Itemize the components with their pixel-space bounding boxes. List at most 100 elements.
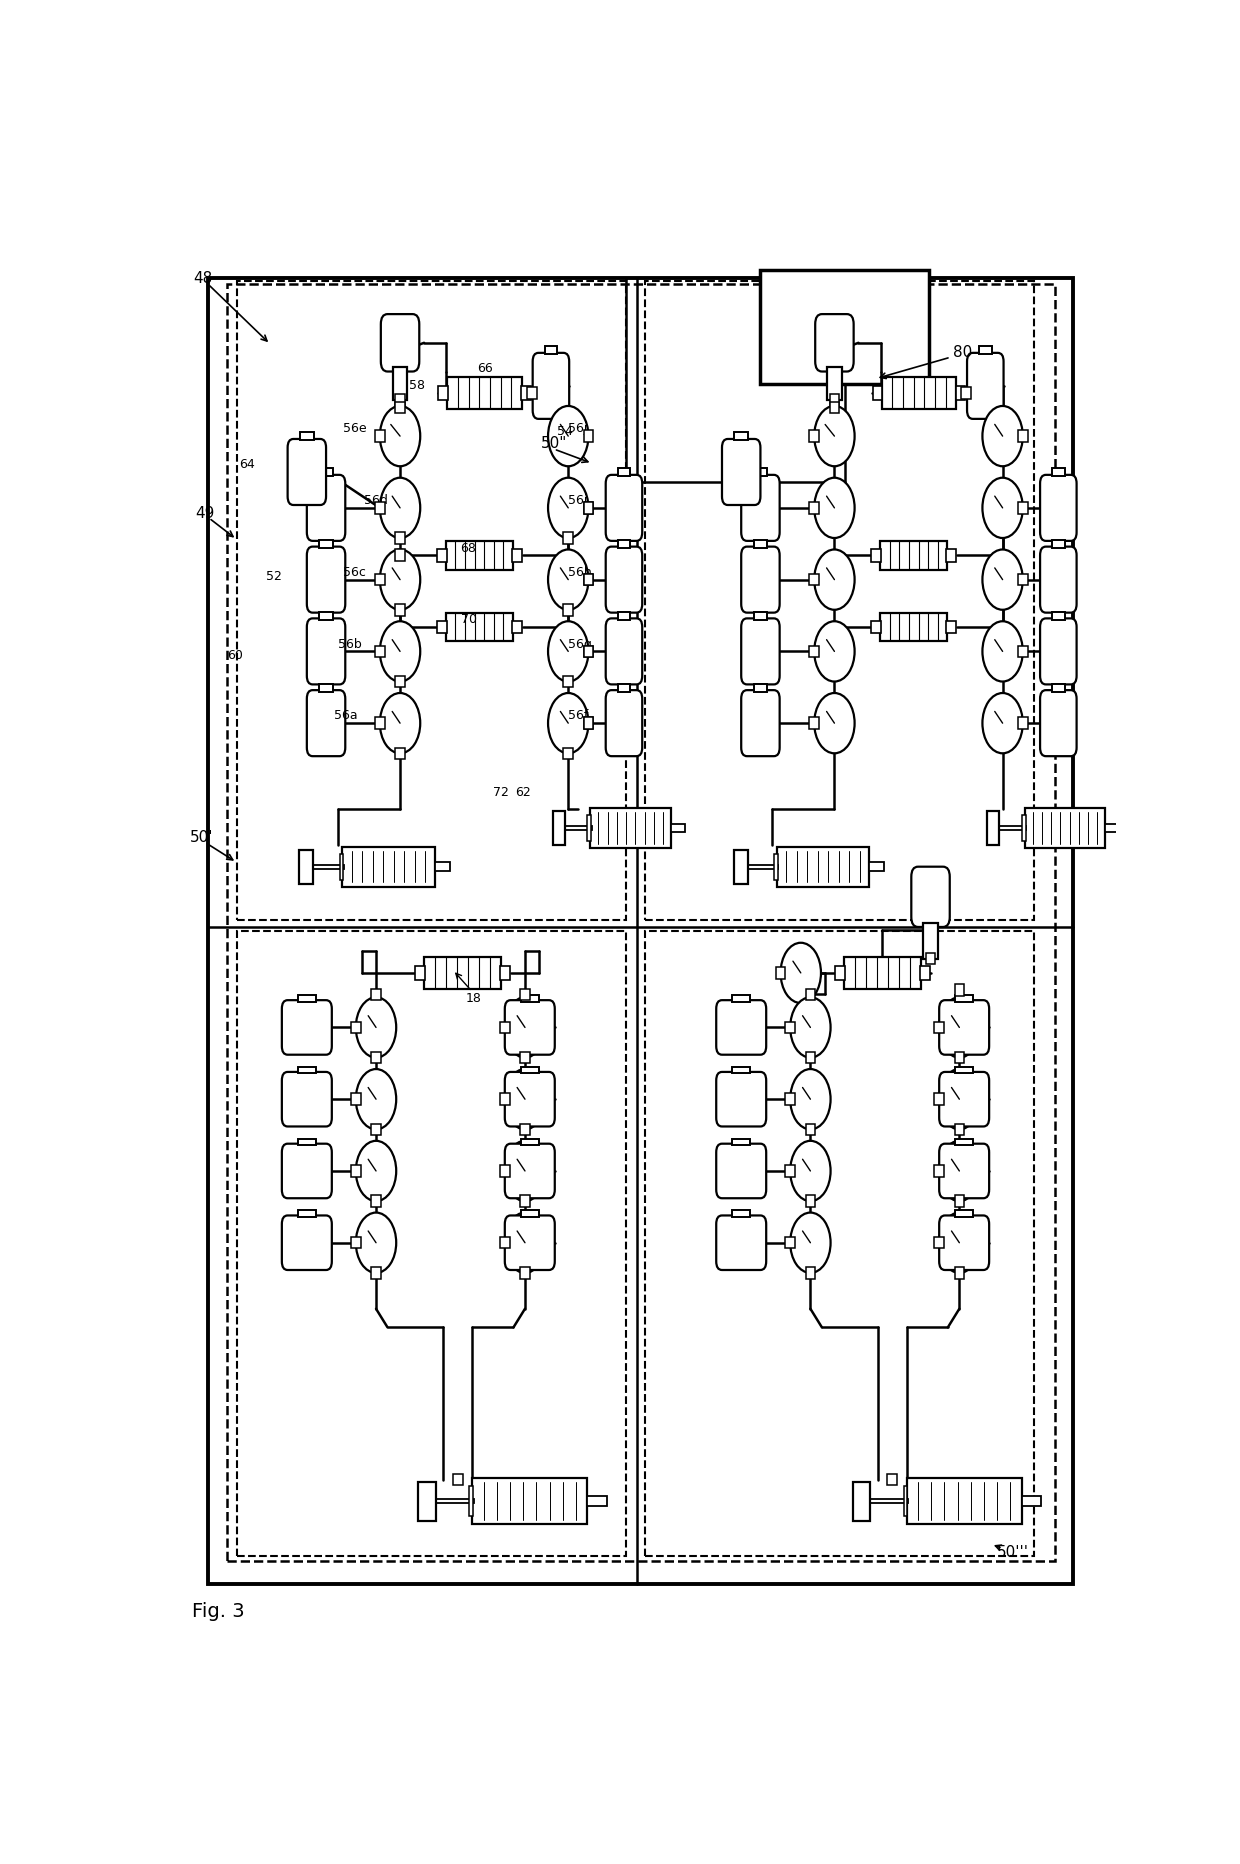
- Circle shape: [939, 1070, 980, 1130]
- Bar: [584, 574, 593, 585]
- Bar: [521, 995, 538, 1001]
- Bar: [810, 501, 820, 514]
- Bar: [512, 621, 522, 634]
- Bar: [521, 1139, 538, 1144]
- Bar: [584, 718, 593, 729]
- Circle shape: [982, 621, 1023, 682]
- Text: 50''': 50''': [997, 1545, 1029, 1560]
- Circle shape: [379, 550, 420, 610]
- Bar: [500, 1021, 510, 1033]
- Bar: [844, 956, 921, 988]
- Circle shape: [939, 1213, 980, 1273]
- FancyBboxPatch shape: [533, 352, 569, 419]
- Bar: [810, 574, 820, 585]
- FancyBboxPatch shape: [939, 1072, 990, 1126]
- Bar: [618, 541, 630, 548]
- Bar: [1018, 645, 1028, 658]
- Bar: [584, 501, 593, 514]
- Bar: [1105, 824, 1118, 833]
- Bar: [445, 541, 513, 570]
- Circle shape: [548, 693, 589, 753]
- Bar: [1022, 815, 1025, 841]
- Text: 56e: 56e: [343, 423, 367, 436]
- Bar: [374, 718, 384, 729]
- Bar: [445, 613, 513, 641]
- Circle shape: [379, 693, 420, 753]
- Bar: [351, 1238, 361, 1249]
- Bar: [1052, 684, 1065, 692]
- Bar: [978, 347, 992, 354]
- Bar: [320, 684, 332, 692]
- Bar: [869, 863, 884, 870]
- Circle shape: [356, 997, 397, 1057]
- Bar: [436, 621, 446, 634]
- FancyBboxPatch shape: [717, 1215, 766, 1269]
- Bar: [774, 854, 777, 880]
- Bar: [342, 846, 435, 887]
- Bar: [584, 501, 593, 514]
- Bar: [733, 1210, 750, 1217]
- Bar: [935, 1021, 944, 1033]
- Bar: [920, 966, 930, 980]
- Bar: [418, 1482, 435, 1521]
- FancyBboxPatch shape: [281, 1001, 332, 1055]
- Circle shape: [815, 621, 854, 682]
- Text: 56b: 56b: [337, 637, 361, 651]
- Bar: [754, 468, 768, 477]
- FancyBboxPatch shape: [605, 690, 642, 757]
- Bar: [396, 533, 404, 544]
- Bar: [320, 611, 332, 621]
- FancyBboxPatch shape: [717, 1001, 766, 1055]
- Bar: [1018, 574, 1028, 585]
- Bar: [320, 468, 332, 477]
- FancyBboxPatch shape: [1040, 619, 1076, 684]
- Bar: [512, 548, 522, 561]
- Bar: [563, 604, 573, 615]
- Bar: [806, 1268, 815, 1279]
- Bar: [955, 1268, 965, 1279]
- Bar: [393, 367, 408, 401]
- Bar: [371, 1195, 381, 1206]
- Bar: [237, 281, 626, 919]
- Bar: [956, 386, 965, 401]
- Bar: [785, 1238, 795, 1249]
- Bar: [588, 815, 591, 841]
- Bar: [396, 604, 404, 615]
- FancyBboxPatch shape: [939, 1144, 990, 1199]
- FancyBboxPatch shape: [505, 1215, 554, 1269]
- Bar: [374, 574, 384, 585]
- Bar: [935, 1238, 944, 1249]
- FancyBboxPatch shape: [742, 690, 780, 757]
- Bar: [935, 1094, 944, 1105]
- FancyBboxPatch shape: [288, 440, 326, 505]
- Bar: [434, 1499, 474, 1504]
- Bar: [618, 611, 630, 621]
- Bar: [584, 645, 593, 658]
- Bar: [584, 718, 593, 729]
- Bar: [371, 1268, 381, 1279]
- Bar: [521, 1051, 529, 1062]
- FancyBboxPatch shape: [605, 546, 642, 613]
- Bar: [374, 501, 384, 514]
- Bar: [904, 1486, 908, 1515]
- Bar: [806, 1195, 815, 1206]
- Bar: [830, 395, 839, 406]
- Text: 50": 50": [542, 436, 568, 451]
- Bar: [374, 645, 384, 658]
- Bar: [521, 386, 531, 401]
- Bar: [396, 550, 404, 561]
- Bar: [776, 967, 785, 979]
- Bar: [521, 1124, 529, 1135]
- Bar: [544, 347, 557, 354]
- Bar: [733, 1139, 750, 1144]
- Bar: [734, 432, 748, 440]
- Bar: [521, 1066, 538, 1074]
- Bar: [521, 988, 529, 1001]
- Text: 56h: 56h: [568, 567, 591, 580]
- Bar: [588, 1497, 606, 1506]
- Circle shape: [982, 406, 1023, 466]
- FancyBboxPatch shape: [1040, 475, 1076, 541]
- FancyBboxPatch shape: [306, 475, 345, 541]
- Circle shape: [505, 1213, 546, 1273]
- Bar: [806, 1051, 815, 1062]
